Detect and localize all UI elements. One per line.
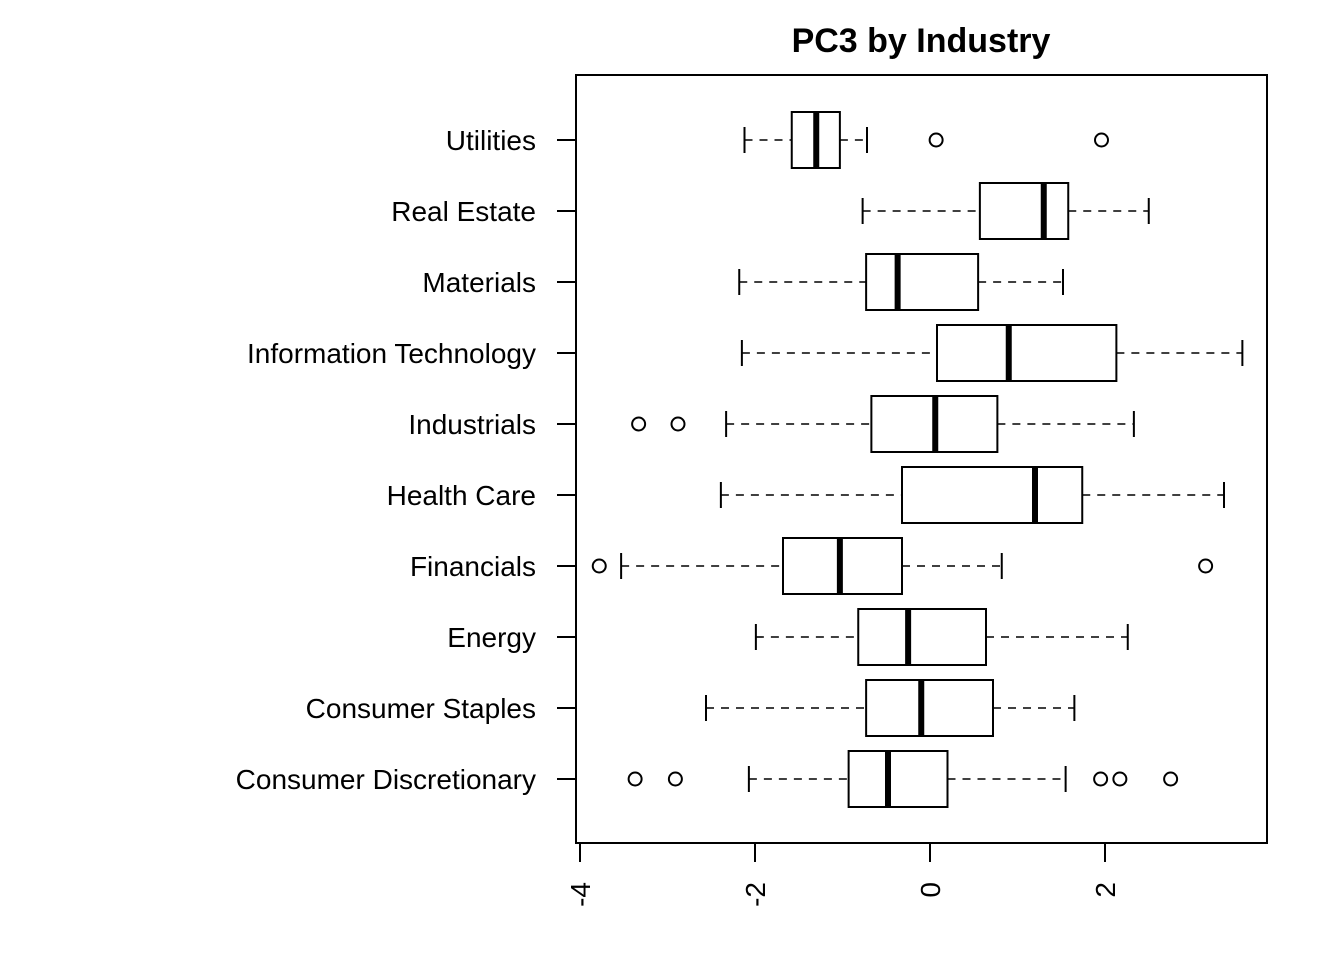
box-group — [861, 182, 1150, 240]
y-tick-label: Industrials — [408, 409, 536, 440]
outlier-point — [591, 558, 607, 574]
outlier-point — [627, 771, 643, 787]
y-tick-label: Financials — [410, 551, 536, 582]
iqr-box — [857, 608, 987, 666]
outlier-point — [670, 416, 686, 432]
x-axis: -4 -2 0 2 — [565, 842, 1121, 907]
iqr-box — [847, 750, 949, 808]
y-tick-label: Health Care — [387, 480, 536, 511]
box-group — [719, 466, 1225, 524]
y-axis: Consumer Discretionary Consumer Staples En… — [236, 125, 576, 795]
y-tick-label: Energy — [447, 622, 536, 653]
iqr-box — [901, 466, 1084, 524]
iqr-box — [865, 253, 980, 311]
outlier-point — [1112, 771, 1128, 787]
box-group — [631, 395, 1135, 453]
outlier-point — [1163, 771, 1179, 787]
y-tick-label: Real Estate — [391, 196, 536, 227]
box-group — [740, 324, 1244, 382]
y-tick-label: Utilities — [446, 125, 536, 156]
plot-marks — [591, 111, 1244, 808]
outlier-point — [631, 416, 647, 432]
box-group — [738, 253, 1064, 311]
y-tick-label: Materials — [422, 267, 536, 298]
iqr-box — [978, 182, 1070, 240]
y-tick-label: Information Technology — [247, 338, 536, 369]
y-tick-label: Consumer Staples — [306, 693, 536, 724]
iqr-box — [865, 679, 994, 737]
box-group — [591, 537, 1214, 595]
chart-title: PC3 by Industry — [792, 22, 1051, 60]
outlier-point — [667, 771, 683, 787]
x-tick-label: -2 — [740, 882, 771, 907]
x-tick-label: 2 — [1090, 882, 1121, 898]
outlier-point — [1094, 132, 1109, 148]
outlier-point — [1198, 558, 1214, 574]
box-group — [754, 608, 1129, 666]
y-tick-label: Consumer Discretionary — [236, 764, 536, 795]
box-group — [743, 111, 1109, 169]
box-group — [705, 679, 1076, 737]
x-tick-label: 0 — [915, 882, 946, 898]
outlier-point — [1093, 771, 1109, 787]
box-group — [627, 750, 1179, 808]
outlier-point — [928, 132, 944, 148]
x-tick-label: -4 — [565, 882, 596, 907]
iqr-box — [936, 324, 1118, 382]
